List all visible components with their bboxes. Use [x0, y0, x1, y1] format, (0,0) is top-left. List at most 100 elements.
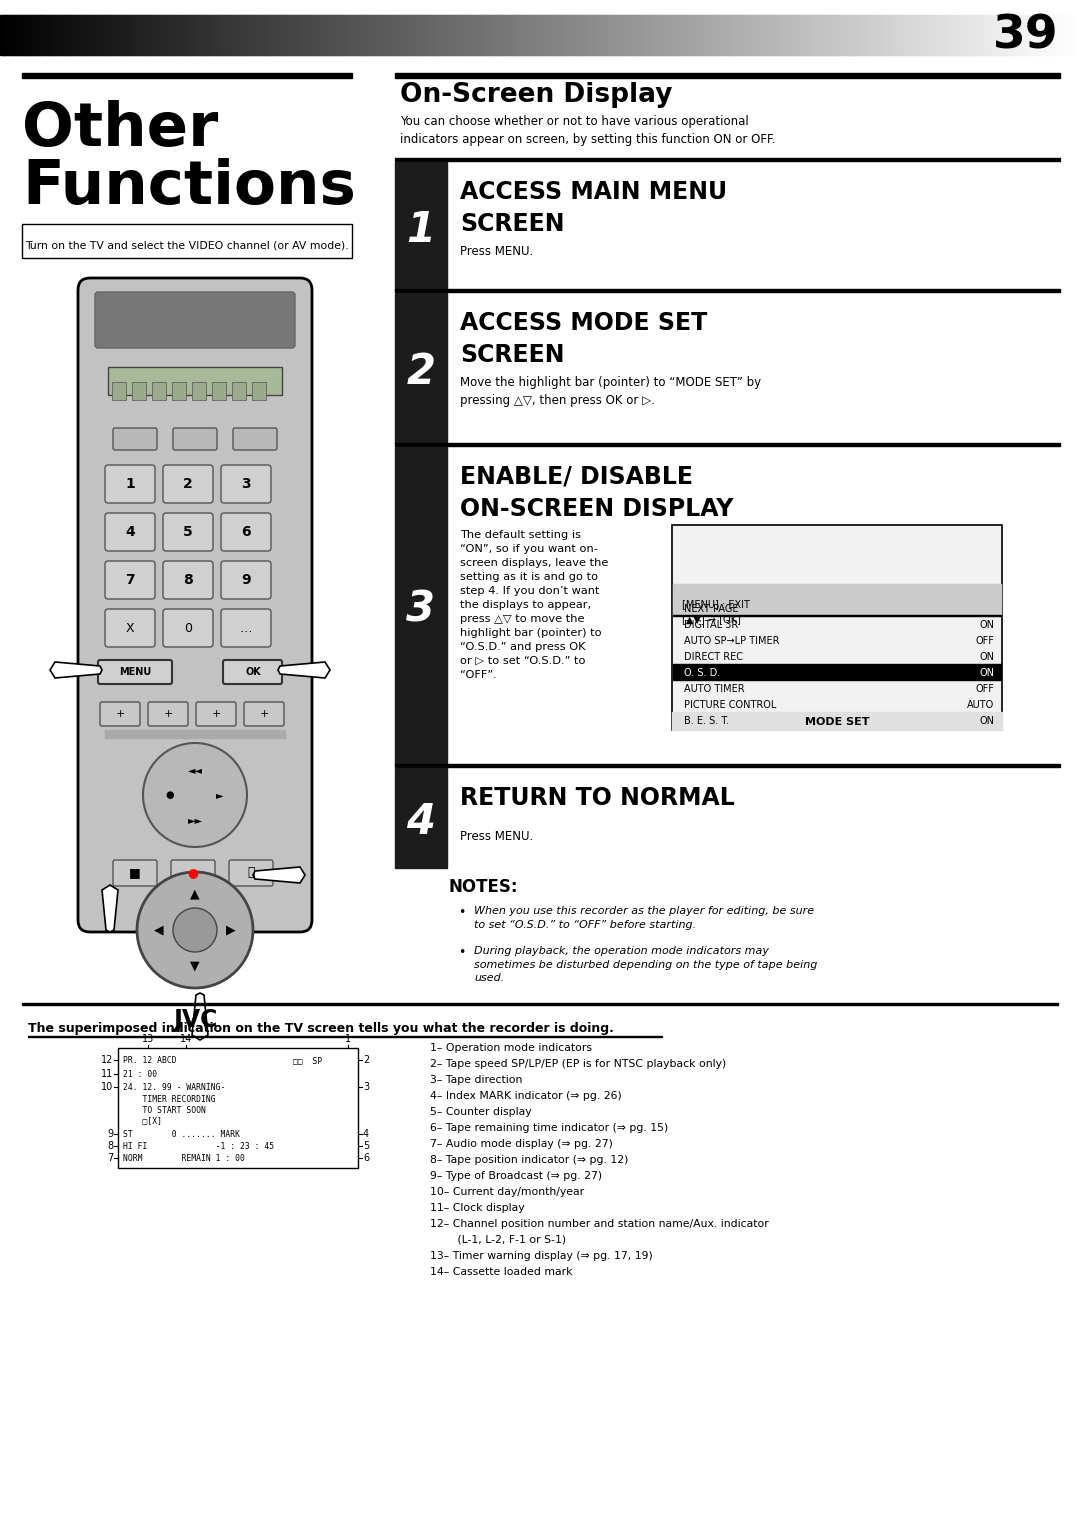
Text: press △▽ to move the: press △▽ to move the [460, 613, 584, 624]
Bar [372, 15, 375, 55]
Bar [335, 15, 338, 55]
Text: 39: 39 [993, 14, 1058, 58]
Bar [222, 15, 226, 55]
Text: 21 : 00: 21 : 00 [123, 1070, 157, 1079]
Text: 7: 7 [107, 1154, 113, 1163]
Text: 6: 6 [241, 525, 251, 539]
Bar [50, 15, 53, 55]
Bar [419, 15, 422, 55]
Bar [410, 15, 414, 55]
Text: ON: ON [978, 652, 994, 662]
Bar [808, 15, 811, 55]
FancyBboxPatch shape [244, 702, 284, 726]
Bar [899, 15, 902, 55]
Bar [67, 15, 70, 55]
Bar [673, 664, 1001, 681]
Bar [434, 15, 437, 55]
Bar [886, 15, 889, 55]
Bar [339, 15, 342, 55]
Bar [471, 15, 474, 55]
Bar [644, 15, 647, 55]
Bar [542, 15, 545, 55]
Bar [350, 15, 353, 55]
Bar [663, 15, 666, 55]
Bar [607, 15, 610, 55]
Bar [32, 15, 36, 55]
Text: TO START SOON: TO START SOON [123, 1106, 206, 1116]
Bar [460, 15, 463, 55]
Bar [559, 15, 563, 55]
Bar [65, 15, 68, 55]
Bar [1076, 15, 1079, 55]
FancyBboxPatch shape [233, 427, 276, 450]
Text: 8– Tape position indicator (⇒ pg. 12): 8– Tape position indicator (⇒ pg. 12) [430, 1155, 629, 1164]
Bar [469, 15, 472, 55]
Bar [387, 15, 390, 55]
Bar [771, 15, 774, 55]
Bar [205, 15, 208, 55]
Bar [179, 15, 183, 55]
Bar [1052, 15, 1055, 55]
Bar [955, 15, 958, 55]
Text: OFF: OFF [975, 636, 994, 645]
Bar [1071, 15, 1075, 55]
Bar [747, 15, 751, 55]
Text: “O.S.D.” and press OK: “O.S.D.” and press OK [460, 642, 585, 652]
Bar [112, 382, 126, 400]
FancyBboxPatch shape [221, 513, 271, 551]
Bar [1039, 15, 1042, 55]
Bar [37, 15, 40, 55]
Bar [825, 15, 828, 55]
Bar [333, 15, 336, 55]
Text: On-Screen Display: On-Screen Display [400, 82, 673, 108]
FancyBboxPatch shape [105, 609, 156, 647]
Bar [244, 15, 247, 55]
Bar [305, 15, 308, 55]
Bar [356, 15, 360, 55]
Bar [706, 15, 710, 55]
Bar [678, 15, 681, 55]
Bar [603, 15, 606, 55]
Bar [564, 15, 567, 55]
Bar [769, 15, 772, 55]
Bar [285, 15, 288, 55]
Bar [99, 15, 103, 55]
Bar [227, 15, 230, 55]
Bar [689, 15, 692, 55]
Text: SCREEN: SCREEN [460, 343, 565, 366]
Bar [313, 15, 316, 55]
Bar [495, 15, 498, 55]
Bar [892, 15, 895, 55]
Text: PR. 12 ABCD: PR. 12 ABCD [123, 1056, 177, 1065]
Bar [391, 15, 394, 55]
Text: 4: 4 [363, 1129, 369, 1138]
Bar [337, 15, 340, 55]
Bar [901, 15, 904, 55]
Bar [510, 15, 513, 55]
Bar [719, 15, 723, 55]
Bar [534, 15, 537, 55]
Text: ◀: ◀ [154, 923, 164, 937]
Text: 5– Counter display: 5– Counter display [430, 1106, 531, 1117]
Bar [791, 15, 794, 55]
Bar [0, 15, 3, 55]
Text: •: • [458, 946, 465, 958]
Bar [151, 15, 154, 55]
Bar [172, 382, 186, 400]
Text: 2: 2 [363, 1054, 369, 1065]
Text: ON: ON [978, 620, 994, 630]
Bar [186, 15, 189, 55]
Text: 4– Index MARK indicator (⇒ pg. 26): 4– Index MARK indicator (⇒ pg. 26) [430, 1091, 622, 1100]
Bar [30, 15, 33, 55]
Bar [782, 15, 785, 55]
Bar [940, 15, 943, 55]
Bar [134, 15, 137, 55]
Text: 1: 1 [406, 209, 435, 250]
Text: 3: 3 [241, 478, 251, 491]
Text: 3: 3 [363, 1082, 369, 1093]
Bar [598, 15, 602, 55]
Bar [937, 15, 941, 55]
Text: PICTURE CONTROL: PICTURE CONTROL [684, 700, 777, 710]
Bar [883, 15, 887, 55]
Bar [458, 15, 461, 55]
